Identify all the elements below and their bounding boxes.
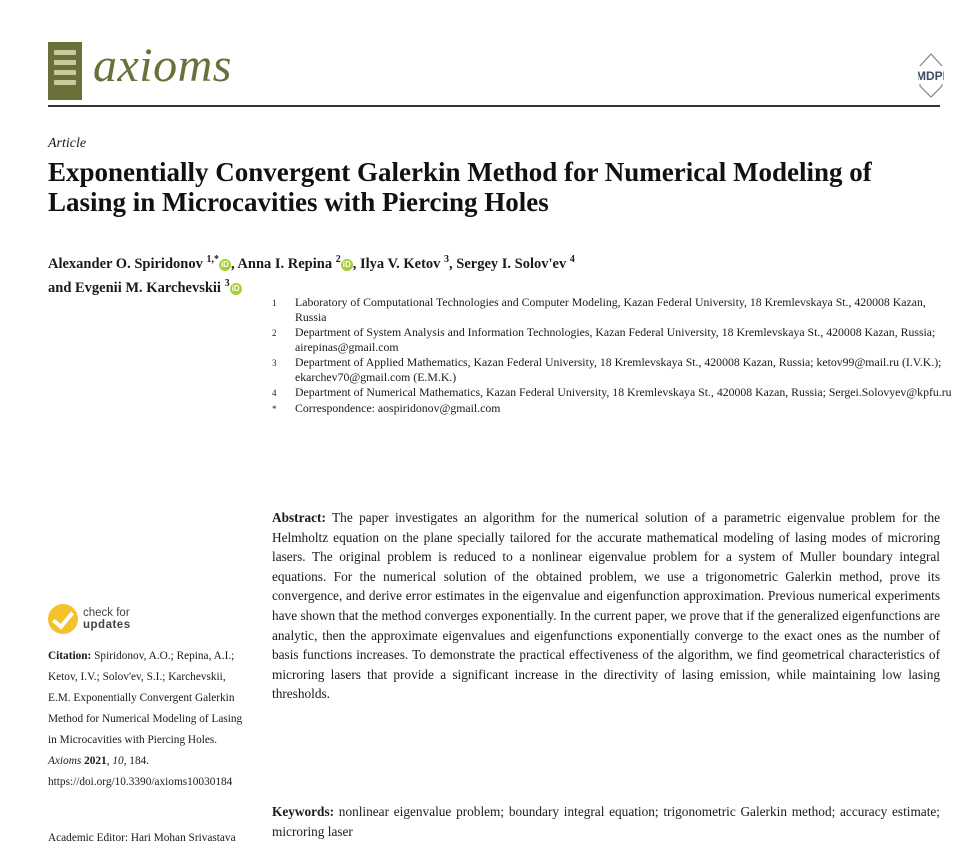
orcid-icon[interactable]: iD bbox=[340, 258, 353, 271]
orcid-icon[interactable]: iD bbox=[218, 258, 231, 271]
citation-label: Citation: bbox=[48, 650, 92, 662]
affiliation-text: Correspondence: aospiridonov@gmail.com bbox=[295, 401, 501, 415]
academic-editor: Academic Editor: Hari Mohan Srivastava bbox=[48, 832, 236, 844]
affiliation-item: 1 Laboratory of Computational Technologie… bbox=[272, 295, 952, 325]
author-affiliation-mark: 2 bbox=[335, 254, 341, 265]
abstract-label: Abstract: bbox=[272, 510, 326, 525]
paper-title: Exponentially Convergent Galerkin Method… bbox=[48, 157, 872, 217]
mdpi-logo-icon: MDPI bbox=[916, 52, 946, 103]
author-affiliation-mark: 3 bbox=[444, 254, 450, 265]
check-icon bbox=[48, 604, 78, 634]
affiliation-number: 4 bbox=[272, 388, 277, 398]
affiliation-number: 1 bbox=[272, 298, 277, 308]
citation-year: 2021 bbox=[84, 755, 107, 767]
check-line1: check for bbox=[83, 606, 130, 619]
authors-joiner: and bbox=[48, 279, 72, 296]
citation-volume: 10 bbox=[112, 755, 124, 767]
affiliation-number: 2 bbox=[272, 328, 277, 338]
keywords: Keywords: nonlinear eigenvalue problem; … bbox=[272, 802, 940, 841]
article-type: Article bbox=[48, 136, 87, 151]
author-list: Alexander O. Spiridonov 1,* iD, Anna I. R… bbox=[48, 254, 575, 296]
check-for-updates-button[interactable]: check for updates bbox=[48, 604, 131, 634]
check-line2: updates bbox=[83, 618, 131, 631]
author-name: Ilya V. Ketov bbox=[359, 255, 441, 272]
affiliation-number: 3 bbox=[272, 358, 277, 368]
author-affiliation-mark: 3 bbox=[224, 277, 230, 289]
author-affiliation-mark: 1,* bbox=[206, 254, 219, 265]
citation-journal: Axioms bbox=[48, 755, 82, 767]
citation-text: Spiridonov, A.O.; Repina, A.I.; Ketov, I… bbox=[48, 650, 243, 746]
keywords-text: nonlinear eigenvalue problem; boundary i… bbox=[272, 804, 940, 839]
abstract-text: The paper investigates an algorithm for … bbox=[272, 510, 940, 702]
affiliation-number: * bbox=[272, 404, 277, 414]
affiliation-text: Department of System Analysis and Inform… bbox=[295, 325, 936, 354]
author-name: Alexander O. Spiridonov bbox=[48, 255, 203, 272]
author-name: Evgenii M. Karchevskii bbox=[75, 279, 221, 296]
citation: Citation: Spiridonov, A.O.; Repina, A.I.… bbox=[48, 650, 243, 788]
affiliation-item: 4 Department of Numerical Mathematics, Ka… bbox=[272, 385, 952, 401]
journal-name: axioms bbox=[93, 39, 232, 92]
author-affiliation-mark: 4 bbox=[569, 254, 575, 265]
header-divider bbox=[48, 105, 940, 107]
affiliation-text: Department of Applied Mathematics, Kazan… bbox=[295, 355, 942, 384]
affiliation-item: 2 Department of System Analysis and Infor… bbox=[272, 325, 952, 355]
svg-text:MDPI: MDPI bbox=[918, 69, 944, 83]
affiliation-text: Laboratory of Computational Technologies… bbox=[295, 295, 926, 324]
affiliation-item: * Correspondence: aospiridonov@gmail.com bbox=[272, 401, 952, 417]
orcid-icon[interactable]: iD bbox=[229, 282, 242, 295]
keywords-label: Keywords: bbox=[272, 804, 335, 819]
author-name: Sergey I. Solov'ev bbox=[456, 255, 567, 272]
journal-logo-icon bbox=[48, 42, 82, 100]
affiliations: 1 Laboratory of Computational Technologie… bbox=[272, 295, 952, 417]
affiliation-text: Department of Numerical Mathematics, Kaz… bbox=[295, 385, 952, 399]
author-name: Anna I. Repina bbox=[237, 255, 333, 272]
abstract: Abstract: The paper investigates an algo… bbox=[272, 508, 940, 704]
affiliation-item: 3 Department of Applied Mathematics, Kaza… bbox=[272, 355, 952, 385]
citation-doi-link[interactable]: , 184. https://doi.org/10.3390/axioms100… bbox=[48, 755, 233, 788]
